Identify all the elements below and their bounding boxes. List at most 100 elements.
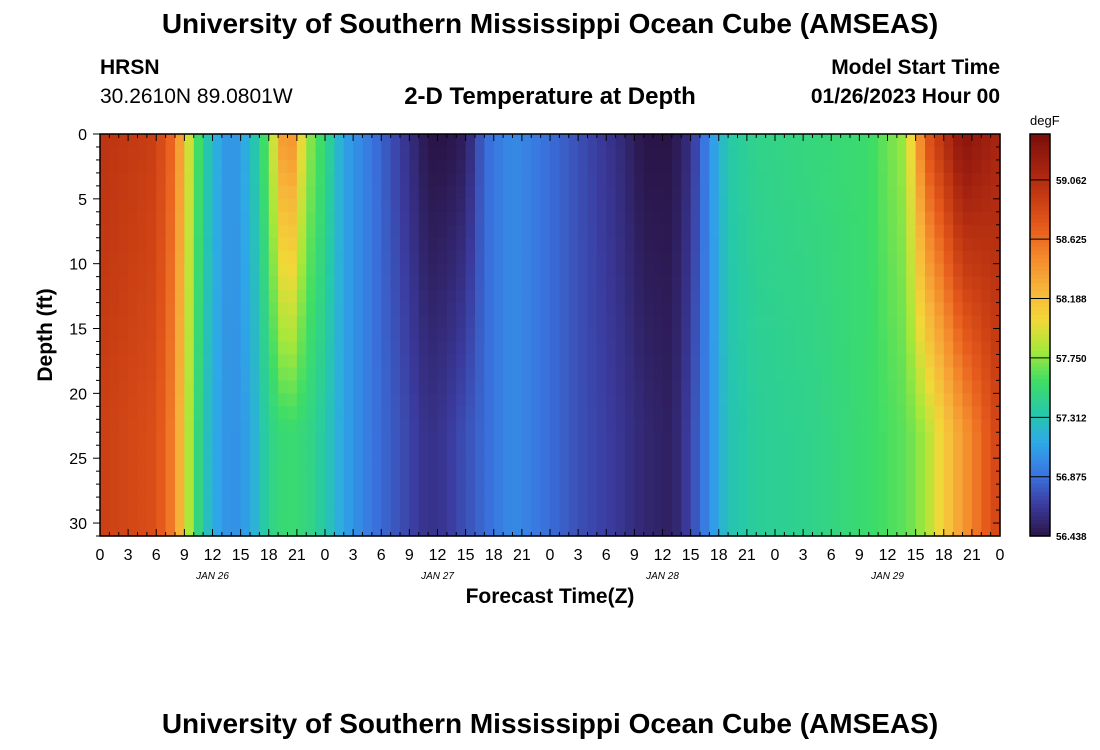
heatmap-cell bbox=[812, 134, 823, 148]
heatmap-cell bbox=[212, 315, 223, 330]
heatmap-cell bbox=[334, 134, 345, 148]
heatmap-cell bbox=[193, 393, 204, 407]
heatmap-cell bbox=[896, 276, 907, 291]
heatmap-cell bbox=[521, 380, 532, 394]
heatmap-cell bbox=[156, 211, 167, 226]
colorbar-segment bbox=[1030, 190, 1050, 195]
heatmap-cell bbox=[343, 484, 354, 498]
heatmap-cell bbox=[934, 458, 945, 472]
heatmap-cell bbox=[962, 198, 973, 213]
heatmap-cell bbox=[896, 406, 907, 420]
heatmap-cell bbox=[775, 146, 785, 161]
heatmap-cell bbox=[540, 341, 551, 356]
heatmap-cell bbox=[100, 419, 110, 433]
heatmap-cell bbox=[100, 341, 110, 356]
colorbar-segment bbox=[1030, 391, 1050, 396]
heatmap-cell bbox=[315, 458, 326, 472]
heatmap-cell bbox=[625, 367, 635, 381]
heatmap-cell bbox=[606, 523, 617, 537]
colorbar-segment bbox=[1030, 182, 1050, 187]
heatmap-cell bbox=[878, 328, 889, 343]
heatmap-cell bbox=[643, 458, 654, 472]
heatmap-cell bbox=[109, 458, 120, 472]
heatmap-cell bbox=[896, 263, 907, 278]
heatmap-cell bbox=[531, 237, 542, 252]
heatmap-cell bbox=[231, 237, 242, 252]
heatmap-cell bbox=[953, 302, 964, 317]
heatmap-cell bbox=[296, 341, 307, 356]
heatmap-cell bbox=[109, 497, 120, 511]
heatmap-cell bbox=[118, 211, 129, 226]
heatmap-cell bbox=[990, 198, 1001, 213]
heatmap-cell bbox=[109, 185, 120, 200]
heatmap-cell bbox=[334, 198, 345, 213]
heatmap-cell bbox=[803, 445, 814, 459]
heatmap-cell bbox=[746, 315, 757, 330]
heatmap-cell bbox=[662, 484, 673, 498]
heatmap-cell bbox=[615, 445, 626, 459]
heatmap-cell bbox=[578, 276, 589, 291]
heatmap-cell bbox=[962, 224, 973, 239]
heatmap-cell bbox=[625, 354, 635, 369]
heatmap-cell bbox=[100, 315, 110, 330]
heatmap-cell bbox=[971, 380, 982, 394]
heatmap-cell bbox=[775, 419, 785, 433]
heatmap-cell bbox=[906, 510, 917, 524]
heatmap-cell bbox=[100, 328, 110, 343]
heatmap-cell bbox=[728, 159, 739, 174]
heatmap-cell bbox=[915, 263, 926, 278]
heatmap-cell bbox=[803, 263, 814, 278]
heatmap-cell bbox=[634, 419, 645, 433]
heatmap-cell bbox=[934, 134, 945, 148]
heatmap-cell bbox=[531, 159, 542, 174]
heatmap-cell bbox=[146, 341, 157, 356]
heatmap-cell bbox=[203, 445, 214, 459]
heatmap-cell bbox=[362, 393, 373, 407]
heatmap-cell bbox=[325, 185, 335, 200]
heatmap-cell bbox=[287, 523, 298, 537]
heatmap-cell bbox=[578, 523, 589, 537]
heatmap-cell bbox=[690, 198, 701, 213]
heatmap-cell bbox=[221, 393, 232, 407]
heatmap-cell bbox=[915, 367, 926, 381]
heatmap-cell bbox=[437, 211, 448, 226]
heatmap-cell bbox=[550, 497, 560, 511]
heatmap-cell bbox=[596, 432, 607, 446]
heatmap-cell bbox=[568, 393, 579, 407]
heatmap-cell bbox=[503, 419, 514, 433]
colorbar-segment bbox=[1030, 294, 1050, 300]
heatmap-cell bbox=[662, 276, 673, 291]
heatmap-cell bbox=[306, 224, 317, 239]
heatmap-cell bbox=[746, 276, 757, 291]
heatmap-cell bbox=[493, 432, 504, 446]
heatmap-cell bbox=[531, 302, 542, 317]
colorbar-segment bbox=[1030, 523, 1050, 529]
heatmap-cell bbox=[184, 341, 195, 356]
heatmap-cell bbox=[765, 367, 776, 381]
heatmap-cell bbox=[859, 198, 870, 213]
heatmap-cell bbox=[437, 289, 448, 304]
heatmap-cell bbox=[175, 406, 185, 420]
heatmap-cell bbox=[981, 237, 992, 252]
heatmap-cell bbox=[137, 354, 148, 369]
heatmap-cell bbox=[962, 146, 973, 161]
heatmap-cell bbox=[765, 250, 776, 265]
heatmap-cell bbox=[643, 406, 654, 420]
heatmap-cell bbox=[793, 185, 804, 200]
heatmap-cell bbox=[193, 432, 204, 446]
heatmap-cell bbox=[728, 328, 739, 343]
heatmap-cell bbox=[859, 471, 870, 485]
heatmap-cell bbox=[521, 172, 532, 187]
heatmap-cell bbox=[278, 289, 289, 304]
heatmap-cell bbox=[615, 211, 626, 226]
heatmap-cell bbox=[100, 367, 110, 381]
heatmap-cell bbox=[493, 445, 504, 459]
heatmap-cell bbox=[821, 134, 832, 148]
heatmap-cell bbox=[278, 406, 289, 420]
heatmap-cell bbox=[625, 393, 635, 407]
heatmap-cell bbox=[625, 146, 635, 161]
heatmap-cell bbox=[165, 393, 176, 407]
heatmap-cell bbox=[578, 172, 589, 187]
heatmap-cell bbox=[906, 497, 917, 511]
heatmap-cell bbox=[334, 172, 345, 187]
